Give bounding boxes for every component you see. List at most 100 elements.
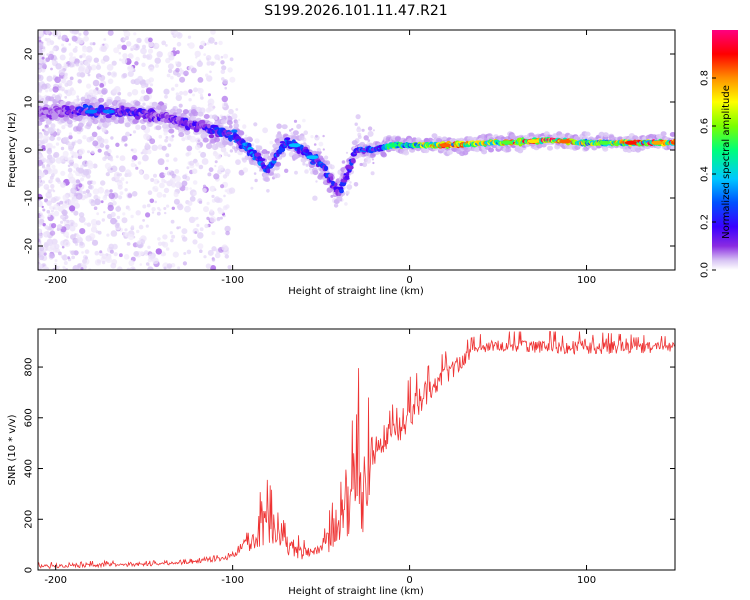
spectrogram-noise-cell bbox=[111, 177, 116, 182]
spectrogram-halo-cell bbox=[602, 146, 609, 152]
spectrogram-noise-cell bbox=[60, 146, 65, 151]
spectrogram-noise-cell bbox=[203, 255, 207, 259]
spectrogram-noise-cell bbox=[269, 140, 274, 145]
spectrogram-noise-cell bbox=[67, 167, 73, 173]
spectrogram-noise-cell bbox=[322, 134, 325, 138]
spectrogram-noise-cell bbox=[141, 83, 146, 89]
spectrogram-noise-cell bbox=[113, 86, 121, 93]
spectrogram-noise-cell bbox=[184, 205, 191, 213]
spectrogram-noise-cell bbox=[355, 114, 361, 120]
spectrogram-halo-cell bbox=[226, 120, 233, 126]
spectrogram-noise-cell bbox=[42, 63, 47, 69]
spectrogram-noise-cell bbox=[173, 192, 179, 198]
spectrogram-noise-cell bbox=[90, 202, 94, 207]
spectrogram-ridge-cell bbox=[350, 158, 356, 164]
spectrogram-noise-cell bbox=[38, 54, 42, 59]
spectrogram-noise-cell bbox=[224, 172, 230, 177]
spectrogram-noise-cell bbox=[97, 187, 105, 194]
spectrogram-noise-cell bbox=[103, 211, 106, 214]
spectrogram-noise-cell bbox=[205, 55, 212, 61]
spectrogram-halo-cell bbox=[38, 120, 43, 126]
spectrogram-noise-cell bbox=[207, 172, 212, 177]
spectrogram-noise-cell bbox=[197, 232, 204, 239]
spectrogram-noise-cell bbox=[45, 191, 52, 199]
spectrogram-noise-cell bbox=[82, 46, 88, 53]
spectrogram-noise-cell bbox=[149, 83, 154, 87]
spectrogram-noise-cell bbox=[51, 173, 55, 178]
spectrogram-noise-cell bbox=[38, 182, 41, 189]
snr-x-label: Height of straight line (km) bbox=[288, 586, 424, 597]
spectrogram-noise-cell bbox=[71, 35, 78, 42]
spectrogram-noise-cell bbox=[189, 135, 197, 143]
spectrogram-noise-cell bbox=[105, 144, 110, 149]
spectrogram-noise-cell bbox=[109, 249, 114, 254]
spectrogram-noise-cell bbox=[88, 89, 95, 96]
spectrogram-noise-cell bbox=[38, 74, 44, 81]
spectrogram-noise-cell bbox=[60, 214, 65, 220]
spectrogram-ridge-cell bbox=[231, 129, 238, 133]
spectrogram-noise-cell bbox=[115, 206, 122, 212]
spectrogram-noise-cell bbox=[127, 193, 133, 198]
colorbar-tick-label: 0.2 bbox=[700, 214, 711, 230]
spectrogram-noise-cell bbox=[101, 87, 108, 95]
spectrogram-noise-cell bbox=[115, 142, 120, 147]
spectrogram-halo-cell bbox=[351, 140, 358, 146]
spectrogram-noise-cell bbox=[220, 55, 224, 59]
spectrogram-noise-cell bbox=[122, 212, 126, 216]
spectrogram-noise-cell bbox=[156, 191, 163, 198]
spectrogram-noise-cell bbox=[116, 173, 120, 177]
spectrogram-noise-cell bbox=[78, 183, 83, 188]
spectrogram-noise-cell bbox=[68, 176, 76, 184]
spectrogram-noise-cell bbox=[172, 47, 176, 51]
spectrogram-noise-cell bbox=[132, 45, 136, 49]
spectrogram-noise-cell bbox=[152, 257, 159, 265]
spectrogram-noise-cell bbox=[142, 204, 147, 209]
spectrogram-noise-cell bbox=[86, 222, 92, 227]
spectrogram-noise-cell bbox=[209, 216, 216, 223]
spectrogram-noise-cell bbox=[144, 250, 149, 255]
spectrogram-noise-cell bbox=[55, 157, 62, 164]
spectrogram-noise-cell bbox=[313, 143, 317, 146]
spectrogram-noise-cell bbox=[63, 75, 68, 80]
spectrogram-noise-cell bbox=[155, 43, 160, 47]
spectrogram-noise-cell bbox=[70, 250, 75, 256]
spectrogram-noise-cell bbox=[112, 200, 117, 206]
spectrogram-halo-cell bbox=[77, 122, 84, 128]
spectrogram-noise-cell bbox=[39, 229, 42, 232]
spectrogram-halo-cell bbox=[547, 145, 553, 151]
spectrogram-ridge-cell bbox=[69, 105, 75, 110]
spectrogram-noise-cell bbox=[181, 228, 188, 235]
spectrogram-noise-cell bbox=[206, 143, 213, 150]
spectrogram-halo-cell bbox=[222, 140, 229, 146]
spectrogram-halo-cell bbox=[669, 132, 675, 137]
y-tick-label: 10 bbox=[24, 96, 35, 109]
spectrogram-noise-cell bbox=[341, 160, 346, 164]
spectrogram-noise-cell bbox=[60, 220, 64, 224]
spectrogram-noise-cell bbox=[220, 69, 226, 75]
spectrogram-noise-cell bbox=[113, 252, 118, 257]
spectrogram-ridge-cell bbox=[266, 168, 271, 174]
spectrogram-noise-cell bbox=[118, 195, 123, 200]
spectrogram-noise-cell bbox=[46, 142, 54, 150]
spectrogram-noise-cell bbox=[204, 223, 209, 229]
spectrogram-noise-cell bbox=[174, 169, 180, 174]
spectrogram-noise-cell bbox=[126, 242, 131, 246]
spectrogram-noise-cell bbox=[41, 128, 45, 132]
spectrogram-noise-cell bbox=[200, 96, 204, 100]
spectrogram-noise-cell bbox=[92, 79, 100, 87]
spectrogram-noise-cell bbox=[322, 148, 325, 151]
spectrogram-noise-cell bbox=[223, 102, 228, 107]
spectrogram-noise-cell bbox=[97, 148, 102, 153]
spectrogram-noise-cell bbox=[227, 67, 233, 73]
spectrogram-noise-cell bbox=[61, 245, 65, 249]
spectrogram-noise-cell bbox=[195, 162, 200, 167]
spectrogram-noise-cell bbox=[172, 251, 179, 258]
snr-y-label: SNR (10 * v/v) bbox=[7, 414, 18, 485]
spectrogram-noise-cell bbox=[194, 231, 198, 234]
spectrogram-halo-cell bbox=[134, 101, 141, 106]
spectrogram-noise-cell bbox=[99, 250, 103, 254]
spectrogram-noise-cell bbox=[83, 30, 89, 36]
spectrogram-noise-cell bbox=[175, 50, 180, 55]
spectrogram-noise-cell bbox=[211, 194, 215, 198]
spectrogram-noise-cell bbox=[99, 186, 103, 190]
